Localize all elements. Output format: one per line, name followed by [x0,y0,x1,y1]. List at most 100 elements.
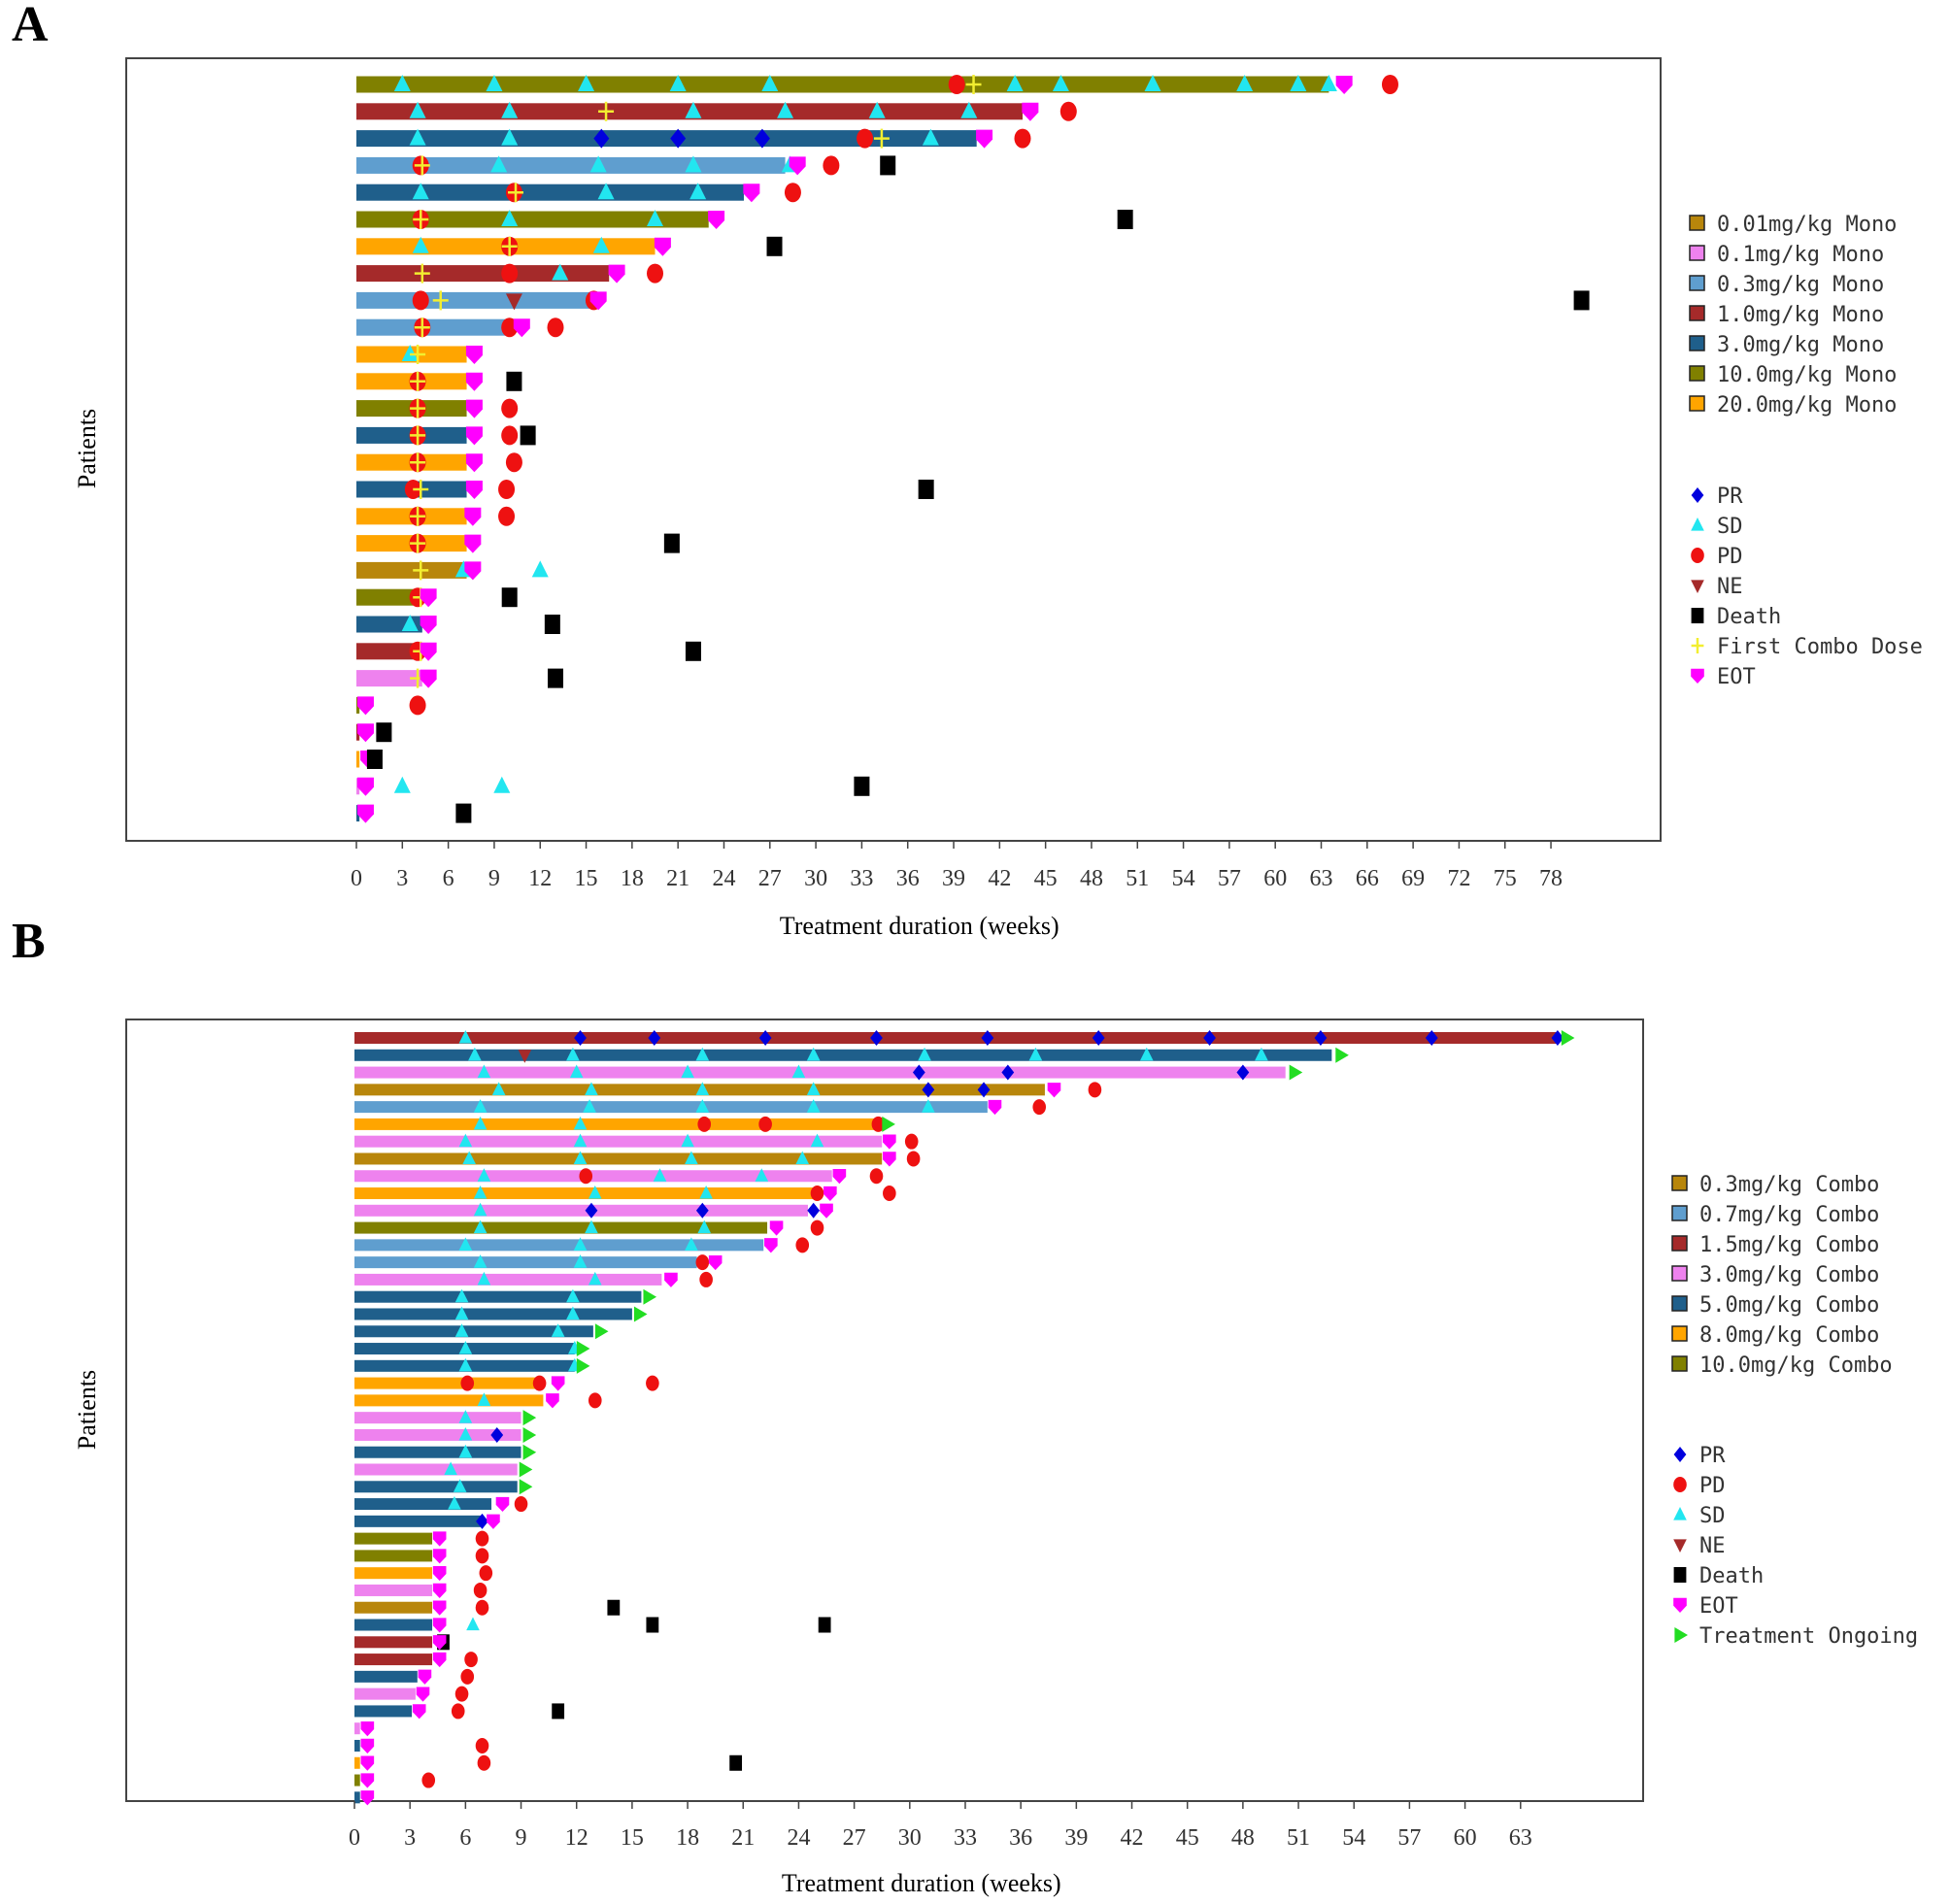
legend-ne-icon [1673,1539,1687,1553]
event-pr-marker [593,128,610,149]
x-tick-label: 60 [1454,1825,1477,1851]
x-tick-label: 72 [1447,866,1470,891]
treatment-bar [354,1601,433,1614]
legend-sd-icon [1673,1507,1687,1520]
event-eot-marker [465,372,483,391]
event-pr-marker [922,1082,935,1098]
x-tick-label: 45 [1034,866,1058,891]
treatment-bar [356,670,422,687]
event-eot-marker [432,1652,447,1668]
legend-item-marker: First Combo Dose [1691,635,1923,659]
legend-item-marker: EOT [1673,1594,1738,1619]
legend-label: 0.01mg/kg Mono [1717,213,1897,237]
event-eot-marker [487,1514,500,1529]
treatment-bar [354,1239,764,1252]
event-eot-marker [664,1272,678,1287]
event-pd-marker [1381,75,1398,94]
legend-ne-icon [1691,580,1704,593]
patient-rows [356,75,1590,823]
legend-item-group: 0.7mg/kg Combo [1671,1203,1879,1227]
event-pr-marker [648,1030,661,1046]
legend-swatch [1689,335,1705,351]
patient-row [354,1186,896,1202]
event-pd-marker [460,1375,475,1391]
patient-row [356,398,519,418]
event-sd-marker [960,101,978,118]
legend-item-marker: NE [1691,575,1743,599]
event-eot-marker [883,1134,896,1150]
treatment-bar [354,1636,433,1649]
event-sd-marker [466,1617,480,1631]
event-eot-marker [360,1773,375,1788]
patient-row [354,1582,488,1598]
event-pd-marker [948,75,965,94]
event-sd-marker [685,1151,698,1165]
x-tick-label: 42 [988,866,1011,891]
treatment-bar [356,318,510,336]
treatment-bar [354,1032,1558,1044]
event-sd-marker [695,1099,710,1113]
legend-pr-icon [1691,487,1704,503]
patient-row [354,1064,1303,1081]
x-tick-label: 48 [1080,866,1103,891]
event-pr-marker [490,1426,504,1443]
event-death-marker [766,236,783,256]
event-sd-marker [493,776,511,793]
y-axis-title: Patients [73,1370,101,1450]
event-eot-marker [824,1186,837,1202]
event-pd-marker [1014,128,1031,149]
patient-row [356,452,522,473]
treatment-bar [354,1273,662,1286]
event-sd-marker [473,1254,488,1268]
event-sd-marker [566,1306,580,1320]
event-pr-marker [1092,1030,1105,1046]
event-death-marker [520,425,536,446]
event-pr-marker [476,1513,488,1529]
event-eot-marker [708,1254,723,1271]
event-eot-marker [1022,102,1039,121]
legend-swatch [1671,1205,1688,1221]
event-sd-marker [552,263,569,281]
legend-label: PR [1717,484,1743,509]
x-tick-label: 60 [1263,866,1287,891]
treatment-bar [354,1756,360,1769]
x-tick-label: 0 [349,1825,360,1851]
event-sd-marker [448,1496,461,1510]
event-death-marker [506,371,522,391]
patient-row [354,1790,375,1806]
patient-row [356,263,664,284]
patient-row [356,290,1590,311]
event-sd-marker [454,1323,469,1337]
legend-swatch [1671,1295,1688,1312]
event-sd-marker [685,101,702,118]
event-sd-marker [685,1237,698,1251]
event-pd-marker [697,1116,712,1132]
treatment-bar [354,1412,521,1424]
patient-row [354,1703,565,1720]
patient-row [354,1202,833,1219]
patient-row [356,425,536,446]
event-pd-marker [473,1582,488,1598]
patient-row [356,128,1031,149]
event-death-marker [607,1599,621,1616]
event-sd-marker [501,210,519,226]
event-sd-marker [551,1323,565,1337]
event-sd-marker [597,183,615,200]
event-sd-marker [458,1426,473,1441]
event-sd-marker [588,1271,602,1286]
x-tick-label: 12 [528,866,552,891]
event-eot-marker [608,264,625,284]
event-eot-marker [743,184,760,203]
event-eot-marker [769,1220,784,1236]
event-pd-marker [906,1151,921,1167]
event-eot-marker [356,777,374,796]
legend-swatch [1671,1355,1688,1372]
x-axis-title: Treatment duration (weeks) [780,912,1059,940]
event-eot-marker [420,588,437,608]
event-sd-marker [1144,75,1161,91]
event-pd-marker [699,1271,713,1287]
patient-row [354,1668,475,1685]
event-pd-marker [501,425,519,446]
patient-row [354,1099,1047,1116]
legend-swatch [1689,365,1705,382]
